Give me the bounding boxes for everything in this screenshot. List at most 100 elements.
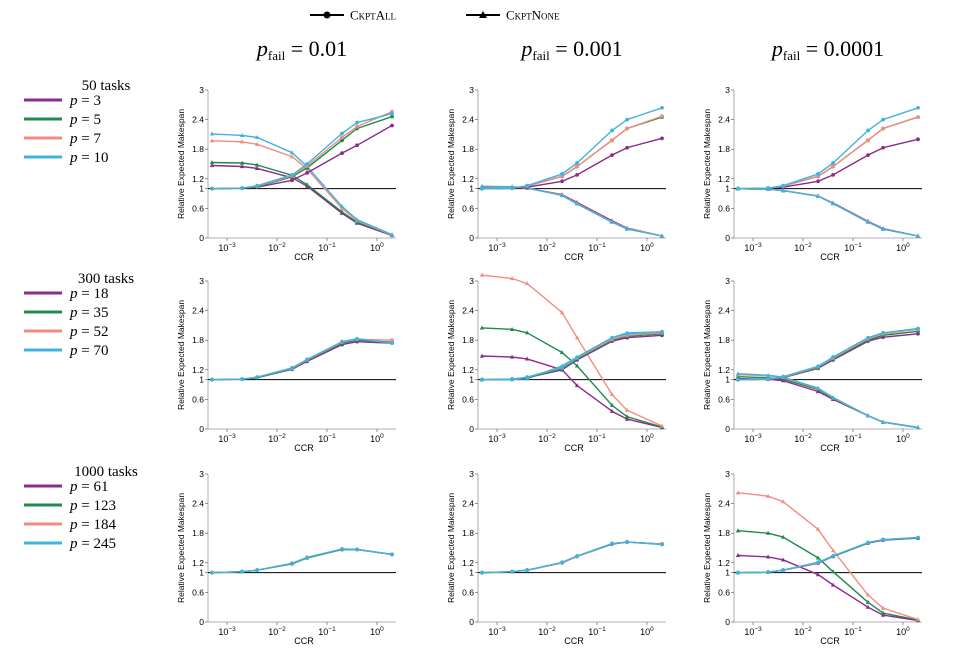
series-line-all-3: [481, 331, 663, 381]
point-all-3: [255, 375, 260, 380]
point-none-3: [354, 217, 360, 222]
point-all-3: [766, 186, 770, 191]
point-none-1: [524, 330, 530, 335]
point-all-3: [736, 570, 740, 575]
series-line-all-1: [737, 330, 919, 381]
y-tick-label: 1: [199, 184, 204, 194]
panel-r2-c0: 0 0.6 11.2 1.8 2.4 3 10−3 10−2 10−1 100 CCR Relativ…: [176, 469, 396, 646]
x-tick-label: 10−2: [268, 626, 286, 637]
point-all-3: [881, 330, 885, 335]
y-tick-label: 0.6: [718, 587, 730, 597]
point-all-3: [916, 326, 920, 331]
panel-r1-c2: 0 0.6 11.2 1.8 2.4 3 10−3 10−2 10−1 100 CCR Relativ…: [702, 276, 922, 453]
series-line-none-1: [481, 327, 663, 428]
y-tick-label: 2.4: [192, 306, 204, 316]
row-legend-label-0-0: p = 3: [69, 93, 101, 109]
x-tick-label: 10−1: [318, 242, 336, 253]
row-legend-label-2-1: p = 123: [69, 498, 116, 514]
point-all-2: [881, 126, 885, 131]
point-all-3: [290, 172, 294, 177]
top-legend: CkptAll CkptNone: [310, 8, 560, 23]
panel-r1-c0: 0 0.6 11.2 1.8 2.4 3 10−3 10−2 10−1 100 CCR Relativ…: [176, 276, 396, 453]
x-tick-label: 100: [896, 242, 910, 253]
y-axis-label: Relative Expected Makespan: [176, 493, 186, 603]
x-tick-label: 100: [370, 626, 384, 637]
point-all-3: [736, 186, 740, 191]
point-all-3: [390, 341, 394, 346]
x-tick-label: 10−3: [488, 242, 506, 253]
point-none-1: [209, 160, 215, 165]
x-tick-label: 10−3: [744, 242, 762, 253]
x-tick-label: 100: [370, 433, 384, 444]
series-line-all-1: [737, 116, 919, 190]
series-line-all-1: [211, 339, 393, 381]
y-tick-label: 1.2: [462, 558, 474, 568]
point-all-3: [660, 105, 664, 110]
point-none-2: [479, 272, 485, 277]
legend-none-label: CkptNone: [506, 8, 560, 23]
point-none-3: [880, 419, 886, 424]
y-tick-label: 0: [725, 424, 730, 434]
y-axis-label: Relative Expected Makespan: [176, 300, 186, 410]
y-tick-label: 1: [725, 184, 730, 194]
point-all-3: [525, 375, 530, 380]
y-tick-label: 1.2: [192, 174, 204, 184]
point-all-3: [290, 561, 294, 566]
series-line-none-0: [481, 186, 663, 237]
point-none-1: [254, 162, 260, 167]
x-axis-label: CCR: [564, 252, 584, 262]
point-none-0: [574, 383, 580, 388]
column-title-1: pfail = 0.001: [519, 36, 622, 63]
point-none-3: [915, 425, 921, 430]
series-line-none-2: [481, 186, 663, 237]
point-none-3: [780, 188, 786, 193]
row-legend-label-1-1: p = 35: [69, 305, 108, 321]
y-tick-label: 1: [469, 375, 474, 385]
y-tick-label: 1.8: [718, 144, 730, 154]
point-none-3: [659, 233, 665, 238]
point-all-3: [766, 377, 770, 382]
point-none-3: [254, 134, 260, 139]
point-none-3: [735, 371, 741, 376]
y-tick-label: 1.8: [718, 528, 730, 538]
y-tick-label: 1.2: [462, 365, 474, 375]
y-tick-label: 1.2: [192, 365, 204, 375]
series-line-none-1: [737, 530, 919, 621]
point-all-3: [625, 331, 629, 336]
y-tick-label: 1.2: [192, 558, 204, 568]
x-tick-label: 100: [370, 242, 384, 253]
y-tick-label: 0.6: [462, 203, 474, 213]
point-all-3: [340, 547, 344, 551]
x-tick-label: 10−1: [588, 433, 606, 444]
row-legend-label-2-2: p = 184: [69, 517, 116, 533]
point-all-0: [866, 153, 870, 158]
y-tick-label: 1: [199, 375, 204, 385]
point-none-3: [765, 372, 771, 377]
series-line-all-0: [481, 137, 663, 190]
y-tick-label: 1.2: [718, 174, 730, 184]
point-none-2: [815, 526, 821, 531]
point-none-0: [209, 163, 215, 168]
point-all-3: [575, 553, 580, 558]
row-legend-label-1-3: p = 70: [69, 343, 108, 359]
x-tick-label: 100: [640, 626, 654, 637]
series-line-none-3: [737, 373, 919, 429]
y-tick-label: 0: [725, 617, 730, 627]
point-all-3: [766, 570, 770, 575]
point-all-3: [560, 171, 564, 176]
point-all-3: [240, 377, 244, 382]
point-none-0: [735, 553, 741, 557]
point-all-3: [560, 365, 564, 370]
y-tick-label: 0.6: [718, 203, 730, 213]
point-none-1: [880, 610, 886, 615]
point-none-2: [865, 592, 871, 597]
legend-none-marker-icon: [479, 11, 487, 18]
point-all-3: [480, 186, 484, 191]
x-tick-label: 100: [640, 433, 654, 444]
point-all-3: [510, 186, 514, 191]
point-all-3: [781, 568, 786, 573]
x-tick-label: 10−1: [844, 433, 862, 444]
series-line-all-2: [211, 548, 393, 574]
point-none-3: [389, 232, 395, 237]
x-tick-label: 10−2: [794, 626, 812, 637]
